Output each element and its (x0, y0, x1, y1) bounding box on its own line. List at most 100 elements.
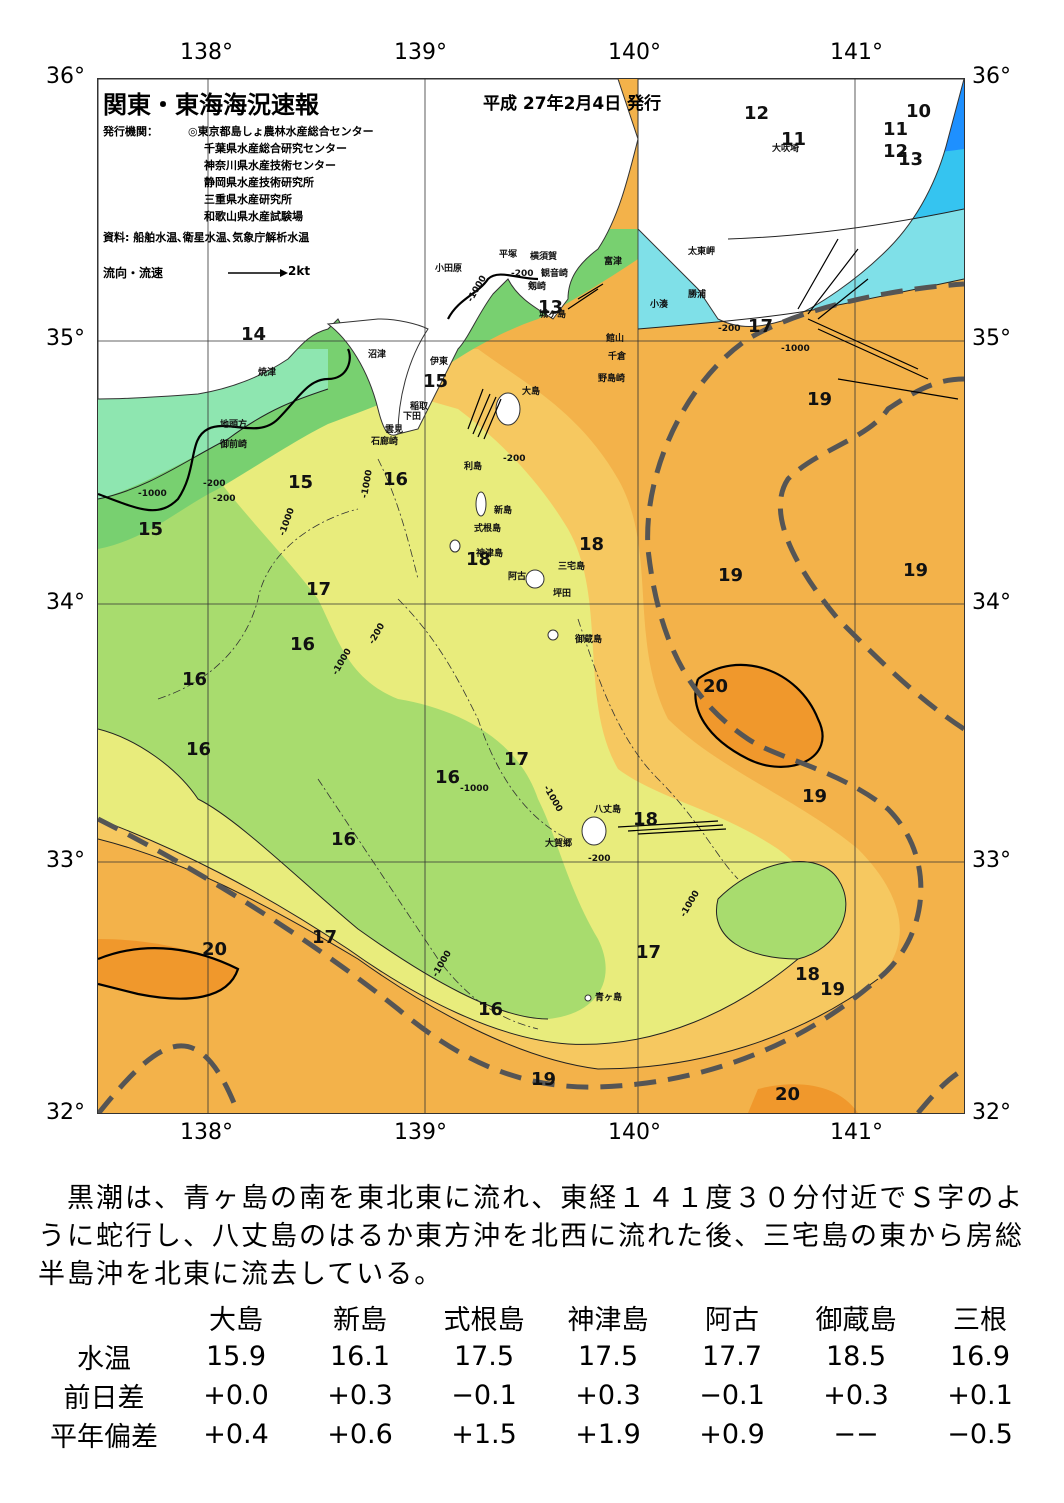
legend-label: 流向・流速 (103, 266, 164, 280)
depth-label: -200 (511, 269, 534, 279)
table-cell: +0.6 (327, 1419, 393, 1450)
publisher-6: 和歌山県水産試験場 (204, 210, 303, 223)
place-name: 神津島 (476, 549, 504, 559)
table-header: 新島 (333, 1305, 387, 1336)
place-name: 千倉 (608, 352, 627, 362)
isotherm-label: 10 (906, 101, 932, 122)
isotherm-label: 15 (138, 519, 164, 540)
depth-label: -200 (588, 854, 611, 864)
table-cell: 17.5 (577, 1341, 639, 1372)
isotherm-label: 18 (579, 534, 605, 555)
land-honshu (98, 79, 639, 435)
place-name: 大島 (522, 387, 541, 397)
place-name: 坪田 (553, 589, 572, 599)
place-name: 御蔵島 (575, 635, 603, 645)
legend-arrow-icon (228, 269, 288, 277)
place-name: 富津 (604, 257, 623, 267)
isotherm-label: 13 (538, 297, 564, 318)
place-name: 伊東 (430, 357, 449, 367)
publisher-label: 発行機関： (103, 125, 158, 138)
table-header: 大島 (209, 1305, 263, 1336)
place-name: 青ヶ島 (595, 993, 623, 1003)
isotherm-label: 11 (781, 129, 807, 150)
place-name: 石廊崎 (371, 437, 399, 447)
table-cell: 16.9 (949, 1341, 1011, 1372)
table-header: 神津島 (567, 1305, 649, 1336)
table-cell: +0.1 (947, 1380, 1013, 1411)
place-name: 下田 (403, 412, 422, 422)
place-name: 稲取 (410, 402, 429, 412)
island-miyakejima (525, 569, 545, 589)
depth-contours (157, 458, 739, 1030)
place-name: 勝浦 (688, 290, 707, 300)
place-name: 八丈島 (594, 805, 622, 815)
isotherm-label: 16 (186, 739, 212, 760)
publisher-1: ◎東京都島しょ農林水産総合センター (188, 125, 374, 138)
land-izu-peninsula (326, 318, 429, 436)
lat-label-right-35: 35° (972, 326, 1011, 351)
kuroshio-axis (98, 281, 964, 1113)
table-cell: +0.4 (203, 1419, 269, 1450)
isotherm-label: 18 (795, 964, 821, 985)
lon-label-bottom-138: 138° (180, 1120, 233, 1145)
island-oshima (495, 392, 521, 426)
table-row: 前日差 +0.0 +0.3 −0.1 +0.3 −0.1 +0.3 +0.1 (34, 1376, 1042, 1415)
isotherm-label: 17 (306, 579, 332, 600)
isotherm-label: 20 (775, 1084, 801, 1105)
table-cell: +0.9 (699, 1419, 765, 1450)
zone-16c (98, 359, 606, 1019)
lat-label-right-33: 33° (972, 848, 1011, 873)
place-name: 三宅島 (558, 562, 586, 572)
lon-label-bottom-139: 139° (394, 1120, 447, 1145)
place-name: 地頭方 (220, 420, 248, 430)
isotherm-label: 19 (807, 389, 833, 410)
lat-label-left-36: 36° (46, 64, 85, 89)
lon-label-top-139: 139° (394, 40, 447, 65)
lat-label-right-32: 32° (972, 1100, 1011, 1125)
depth-label: -1000 (781, 344, 810, 354)
land-boso-peninsula (637, 79, 964, 327)
lat-label-left-32: 32° (46, 1100, 85, 1125)
table-cell: +0.3 (327, 1380, 393, 1411)
isotherm-label: 13 (898, 149, 924, 170)
summary-text: 黒潮は、青ヶ島の南を東北東に流れ、東経１４１度３０分付近でＳ字のように蛇行し、八… (38, 1183, 1025, 1290)
table-cell: 17.7 (701, 1341, 763, 1372)
place-name: 雲見 (385, 425, 404, 435)
place-name: 剱崎 (528, 282, 547, 292)
map-title: 関東・東海海況速報 (103, 91, 319, 119)
place-name: 小湊 (650, 300, 669, 310)
isotherm-label: 18 (633, 809, 659, 830)
row-label: 平年偏差 (50, 1422, 158, 1453)
place-name: 横須賀 (530, 252, 558, 262)
table-cell: +0.0 (203, 1380, 269, 1411)
lon-label-bottom-140: 140° (608, 1120, 661, 1145)
isotherm-label: 19 (820, 979, 846, 1000)
place-name: 平塚 (499, 250, 518, 260)
place-name: 沼津 (368, 350, 387, 360)
isotherm-label: 17 (636, 942, 662, 963)
depth-label: -200 (503, 454, 526, 464)
zone-20c-core (695, 664, 823, 767)
island-aogashima (584, 994, 592, 1002)
table-header: 式根島 (443, 1305, 525, 1336)
place-name: 野島崎 (598, 374, 626, 384)
depth-label: -200 (718, 324, 741, 334)
table-cell: 15.9 (205, 1341, 267, 1372)
depth-label: -200 (203, 479, 226, 489)
place-name: 観音崎 (541, 269, 569, 279)
isotherm-label: 16 (383, 469, 409, 490)
place-name: 館山 (606, 334, 625, 344)
isotherm-label: 16 (182, 669, 208, 690)
table-cell: −0.1 (699, 1380, 765, 1411)
table-cell: 17.5 (453, 1341, 515, 1372)
isotherm-label: 16 (331, 829, 357, 850)
publisher-5: 三重県水産研究所 (204, 193, 292, 206)
row-label: 前日差 (63, 1383, 145, 1414)
table-row: 平年偏差 +0.4 +0.6 +1.5 +1.9 +0.9 −− −0.5 (34, 1415, 1042, 1454)
place-name: 焼津 (258, 368, 277, 378)
table-cell: +1.9 (575, 1419, 641, 1450)
table-cell: −− (833, 1419, 879, 1450)
place-name: 式根島 (474, 524, 502, 534)
isotherm-label: 19 (531, 1069, 557, 1090)
isotherm-label: 17 (504, 749, 530, 770)
